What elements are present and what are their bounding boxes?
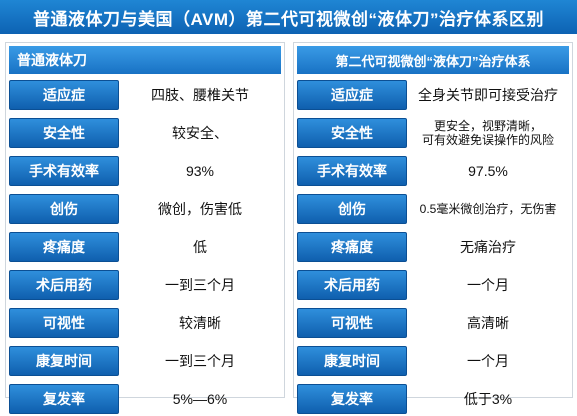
comparison-row: 术后用药 一到三个月: [9, 268, 281, 302]
row-value: 一到三个月: [119, 352, 281, 369]
row-label: 复发率: [297, 384, 407, 414]
comparison-row: 安全性 较安全、: [9, 116, 281, 150]
row-label: 术后用药: [297, 270, 407, 300]
row-label: 手术有效率: [9, 156, 119, 186]
row-value-line1: 一到三个月: [165, 276, 235, 293]
row-label: 复发率: [9, 384, 119, 414]
row-label: 可视性: [297, 308, 407, 338]
comparison-row: 可视性 高清晰: [297, 306, 569, 340]
comparison-row: 创伤 微创，伤害低: [9, 192, 281, 226]
row-label: 手术有效率: [297, 156, 407, 186]
row-value: 高清晰: [407, 314, 569, 331]
comparison-row: 疼痛度 无痛治疗: [297, 230, 569, 264]
row-value: 低: [119, 238, 281, 255]
row-label: 康复时间: [9, 346, 119, 376]
row-value: 5%—6%: [119, 390, 281, 407]
row-label: 适应症: [297, 80, 407, 110]
row-value-line1: 0.5毫米微创治疗，无伤害: [419, 202, 557, 216]
panel-header-right: 第二代可视微创“液体刀”治疗体系: [297, 46, 569, 74]
row-label: 适应症: [9, 80, 119, 110]
row-label: 创伤: [297, 194, 407, 224]
row-label: 可视性: [9, 308, 119, 338]
row-value: 93%: [119, 162, 281, 179]
row-value: 较安全、: [119, 124, 281, 141]
row-value-line1: 较清晰: [179, 314, 221, 331]
panel-right: 第二代可视微创“液体刀”治疗体系 适应症 全身关节即可接受治疗 安全性 更安全，…: [293, 42, 573, 414]
row-value-line1: 一到三个月: [165, 352, 235, 369]
row-value-line1: 一个月: [467, 276, 509, 293]
row-value: 0.5毫米微创治疗，无伤害: [407, 202, 569, 216]
row-label: 疼痛度: [297, 232, 407, 262]
rows-right: 适应症 全身关节即可接受治疗 安全性 更安全，视野清晰， 可有效避免误操作的风险…: [294, 78, 572, 416]
comparison-row: 手术有效率 93%: [9, 154, 281, 188]
comparison-row: 创伤 0.5毫米微创治疗，无伤害: [297, 192, 569, 226]
comparison-row: 术后用药 一个月: [297, 268, 569, 302]
comparison-row: 康复时间 一到三个月: [9, 344, 281, 378]
comparison-row: 复发率 低于3%: [297, 382, 569, 416]
row-value-line1: 高清晰: [467, 314, 509, 331]
panel-header-left: 普通液体刀: [9, 46, 281, 74]
row-value-line1: 低于3%: [463, 390, 513, 407]
comparison-row: 适应症 四肢、腰椎关节: [9, 78, 281, 112]
row-value: 全身关节即可接受治疗: [407, 86, 569, 103]
row-value: 无痛治疗: [407, 238, 569, 255]
row-value-line1: 93%: [185, 162, 215, 179]
row-value-line1: 更安全，视野清晰，: [433, 119, 542, 133]
row-value: 微创，伤害低: [119, 200, 281, 217]
row-value: 低于3%: [407, 390, 569, 407]
comparison-row: 可视性 较清晰: [9, 306, 281, 340]
comparison-row: 手术有效率 97.5%: [297, 154, 569, 188]
rows-left: 适应症 四肢、腰椎关节 安全性 较安全、 手术有效率 93% 创伤 微创，伤害低…: [6, 78, 284, 416]
row-label: 创伤: [9, 194, 119, 224]
row-value-line1: 全身关节即可接受治疗: [418, 86, 558, 103]
row-value: 一到三个月: [119, 276, 281, 293]
row-value: 一个月: [407, 352, 569, 369]
row-value: 四肢、腰椎关节: [119, 86, 281, 103]
comparison-row: 康复时间 一个月: [297, 344, 569, 378]
row-value: 97.5%: [407, 162, 569, 179]
comparison-row: 疼痛度 低: [9, 230, 281, 264]
comparison-row: 适应症 全身关节即可接受治疗: [297, 78, 569, 112]
comparison-row: 安全性 更安全，视野清晰， 可有效避免误操作的风险: [297, 116, 569, 150]
row-value-line1: 微创，伤害低: [158, 200, 242, 217]
row-label: 疼痛度: [9, 232, 119, 262]
row-label: 康复时间: [297, 346, 407, 376]
row-value-line1: 5%—6%: [172, 390, 228, 407]
row-value-line1: 97.5%: [468, 162, 508, 179]
row-label: 安全性: [9, 118, 119, 148]
row-value-line1: 四肢、腰椎关节: [151, 86, 249, 103]
comparison-row: 复发率 5%—6%: [9, 382, 281, 416]
row-value-line2: 可有效避免误操作的风险: [421, 133, 554, 147]
row-label: 术后用药: [9, 270, 119, 300]
row-value-line1: 低: [193, 238, 207, 255]
row-label: 安全性: [297, 118, 407, 148]
row-value-line1: 无痛治疗: [460, 238, 516, 255]
row-value-line1: 一个月: [467, 352, 509, 369]
row-value: 一个月: [407, 276, 569, 293]
row-value: 更安全，视野清晰， 可有效避免误操作的风险: [407, 119, 569, 147]
row-value: 较清晰: [119, 314, 281, 331]
row-value-line1: 较安全、: [172, 124, 228, 141]
panel-left: 普通液体刀 适应症 四肢、腰椎关节 安全性 较安全、 手术有效率 93% 创伤 …: [5, 42, 285, 414]
page-title: 普通液体刀与美国（AVM）第二代可视微创“液体刀”治疗体系区别: [0, 0, 577, 34]
